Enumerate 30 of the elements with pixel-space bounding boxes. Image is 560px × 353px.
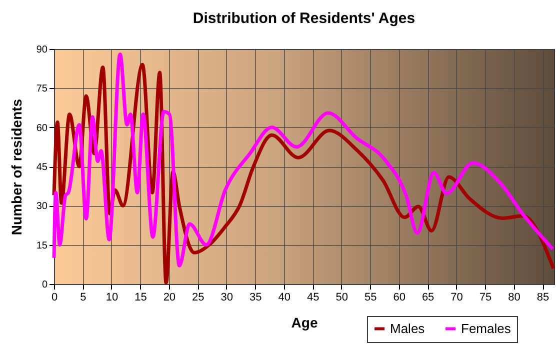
x-tick-label: 75 xyxy=(479,292,492,304)
y-tick-label: 30 xyxy=(36,201,48,212)
x-tick-label: 35 xyxy=(250,292,262,304)
y-tick-label: 0 xyxy=(42,280,48,290)
y-tick-label: 45 xyxy=(36,162,48,173)
y-tick-label: 90 xyxy=(36,44,48,56)
legend-label: Females xyxy=(461,320,512,336)
x-tick-label: 50 xyxy=(336,292,348,304)
x-tick-label: 30 xyxy=(220,292,234,304)
x-tick-label: 85 xyxy=(536,292,550,304)
x-tick-label: 55 xyxy=(364,292,377,304)
x-tick-label: 0 xyxy=(51,292,58,304)
x-axis-title: Age xyxy=(291,314,318,330)
chart-title: Distribution of Residents' Ages xyxy=(192,10,416,27)
legend-label: Males xyxy=(390,320,426,336)
y-tick-label: 75 xyxy=(36,84,48,95)
x-tick-label: 15 xyxy=(134,292,147,304)
x-tick-label: 20 xyxy=(163,292,176,304)
x-tick-label: 45 xyxy=(306,292,320,304)
x-tick-label: 40 xyxy=(278,292,291,304)
y-axis-title: Number of residents xyxy=(8,98,24,236)
x-tick-label: 10 xyxy=(106,292,118,304)
x-tick-label: 60 xyxy=(393,292,406,304)
y-tick-label: 60 xyxy=(36,122,48,134)
x-tick-label: 80 xyxy=(508,292,520,304)
x-tick-label: 5 xyxy=(80,292,86,304)
x-tick-label: 65 xyxy=(422,292,434,304)
x-tick-label: 70 xyxy=(450,292,463,304)
y-tick-label: 15 xyxy=(36,240,48,252)
x-tick-label: 25 xyxy=(192,292,204,304)
